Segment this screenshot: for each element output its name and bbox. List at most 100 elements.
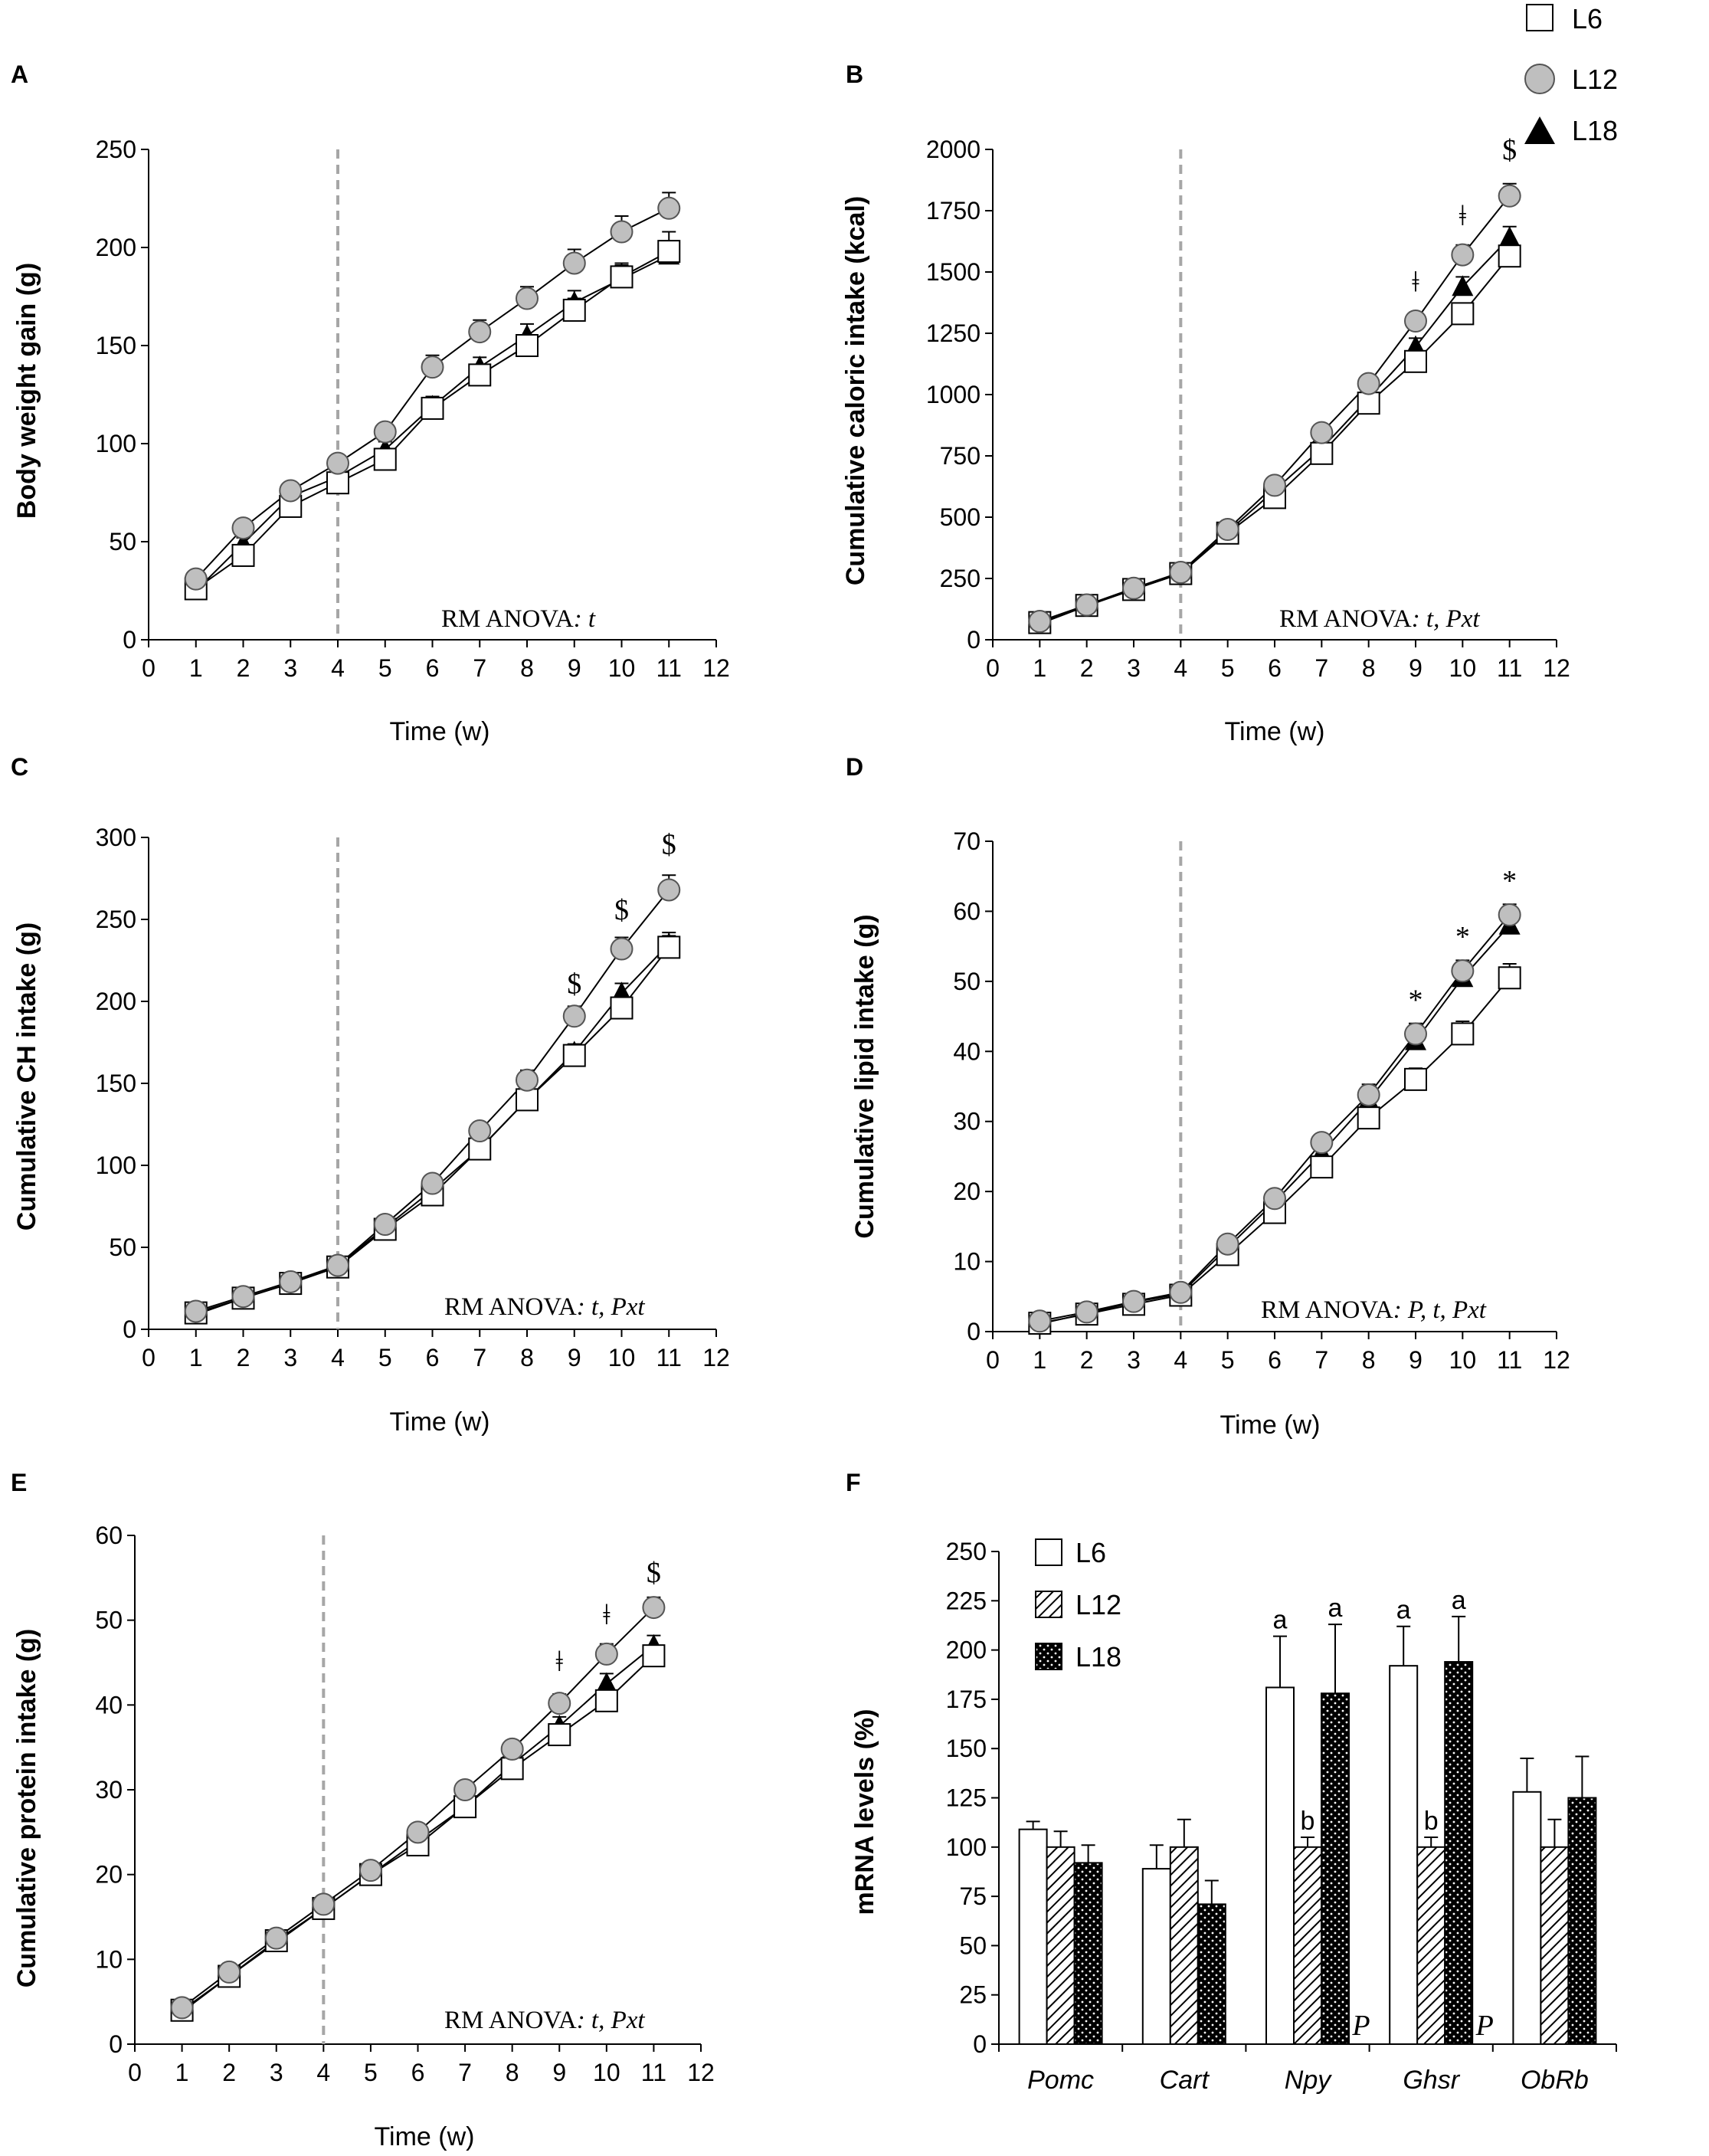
category-label-f: Pomc [1027,2066,1094,2095]
series-line-l6-c [195,946,670,1314]
y-tick-label-a: 250 [96,136,136,163]
panel-letter-d: D [846,753,863,781]
panel-letter-c: C [11,753,28,781]
bar-l6-cart [1141,1868,1171,2046]
point-l6-a [373,447,397,471]
y-tick-label-f: 225 [946,1587,987,1614]
bar-letter-f: a [1328,1594,1343,1623]
x-tick-label-a: 10 [608,654,636,682]
y-tick-label-c: 100 [96,1152,136,1179]
x-tick-label-d: 12 [1543,1346,1570,1374]
x-tick-label-a: 2 [237,654,250,682]
anova-terms-d: : P, t, Pxt [1393,1296,1487,1324]
bar-l18-pomc [1073,1862,1103,2045]
point-l12-a [184,567,208,591]
x-tick-label-d: 5 [1221,1346,1235,1374]
point-l12-d [1263,1187,1286,1211]
x-tick-label-b: 11 [1497,654,1522,682]
x-tick-label-c: 4 [331,1344,345,1371]
significance-mark-e: $ [647,1557,661,1589]
x-tick-label-a: 12 [702,654,730,682]
y-tick-label-f: 25 [959,1981,987,2009]
x-tick-label-e: 0 [128,2059,142,2086]
point-l12-a [610,220,634,244]
point-l12-d [1122,1289,1145,1313]
anova-d: RM ANOVA: P, t, Pxt [1261,1296,1487,1324]
anova-terms-e: : t, Pxt [577,2007,646,2034]
series-line-l6-a [195,251,670,590]
legend-item-l18: L18 [1524,115,1618,146]
y-tick-label-d: 30 [953,1108,981,1135]
bar-letter-f: a [1273,1606,1288,1635]
y-tick-label-a: 50 [109,528,136,555]
point-l12-e [642,1596,666,1620]
y-tick-label-b: 750 [940,442,981,470]
bar-legend-swatch-l18 [1035,1643,1062,1670]
point-l6-e [500,1757,524,1781]
x-tick-label-c: 12 [702,1344,730,1371]
anova-terms-b: : t, Pxt [1412,605,1481,633]
point-l12-b [1357,372,1380,395]
x-tick-label-c: 2 [237,1344,250,1371]
point-l6-a [516,334,539,357]
bar-l18-ghsr [1444,1661,1474,2045]
point-l12-d [1357,1083,1380,1106]
point-l12-e [312,1892,336,1916]
x-tick-label-a: 5 [378,654,392,682]
x-axis-label-d: Time (w) [1220,1411,1321,1440]
x-tick-label-a: 1 [189,654,203,682]
point-l6-a [657,240,681,264]
point-l18-b [1498,226,1521,247]
y-tick-label-b: 1250 [926,319,981,347]
point-l6-b [1310,441,1334,465]
point-l12-a [516,287,539,310]
x-tick-label-a: 11 [656,654,682,682]
x-tick-label-e: 1 [175,2059,189,2086]
y-tick-label-c: 150 [96,1070,136,1097]
anova-a: RM ANOVA: t [441,605,596,633]
y-tick-label-e: 30 [95,1776,123,1804]
bar-letter-f: a [1452,1586,1466,1615]
x-tick-label-d: 11 [1497,1346,1522,1374]
point-l6-d [1451,1022,1475,1046]
point-l12-b [1498,184,1521,208]
x-tick-label-d: 1 [1033,1346,1046,1374]
bar-legend-swatch-l6 [1035,1538,1062,1566]
y-tick-label-c: 250 [96,906,136,933]
x-tick-label-c: 10 [608,1344,636,1371]
y-tick-label-f: 200 [946,1637,987,1664]
point-l12-e [500,1737,524,1761]
point-l12-b [1122,576,1145,600]
point-l12-d [1404,1022,1427,1046]
x-tick-label-b: 5 [1221,654,1235,682]
point-l6-b [1357,392,1380,415]
x-tick-label-e: 10 [593,2059,620,2086]
point-l6-a [326,471,349,495]
anova-terms-c: : t, Pxt [577,1293,646,1321]
x-tick-label-c: 11 [656,1344,682,1371]
point-l12-e [406,1820,430,1844]
point-l12-a [326,451,349,475]
point-l6-e [594,1689,618,1712]
panel-d: D Cumulative lipid intake (g) Time (w) R… [846,753,1570,1440]
y-tick-label-c: 50 [109,1234,136,1261]
point-l12-a [657,196,681,220]
y-axis-label-b: Cumulative caloric intake (kcal) [841,196,870,585]
point-l12-b [1404,310,1427,333]
x-tick-label-c: 6 [426,1344,440,1371]
point-l6-b [1498,244,1521,268]
y-tick-label-f: 175 [946,1686,987,1713]
bar-legend-swatch-l12 [1035,1591,1062,1618]
point-l12-c [184,1299,208,1323]
y-tick-label-a: 100 [96,430,136,457]
bar-l18-cart [1197,1903,1226,2045]
series-line-l12-e [181,1607,655,2009]
point-l12-c [421,1171,444,1195]
x-tick-label-a: 8 [520,654,534,682]
x-tick-label-d: 10 [1449,1346,1477,1374]
x-tick-label-a: 3 [283,654,297,682]
bar-legend-label-l6: L6 [1075,1537,1106,1568]
point-l12-b [1451,243,1475,267]
y-tick-label-d: 70 [953,827,981,855]
